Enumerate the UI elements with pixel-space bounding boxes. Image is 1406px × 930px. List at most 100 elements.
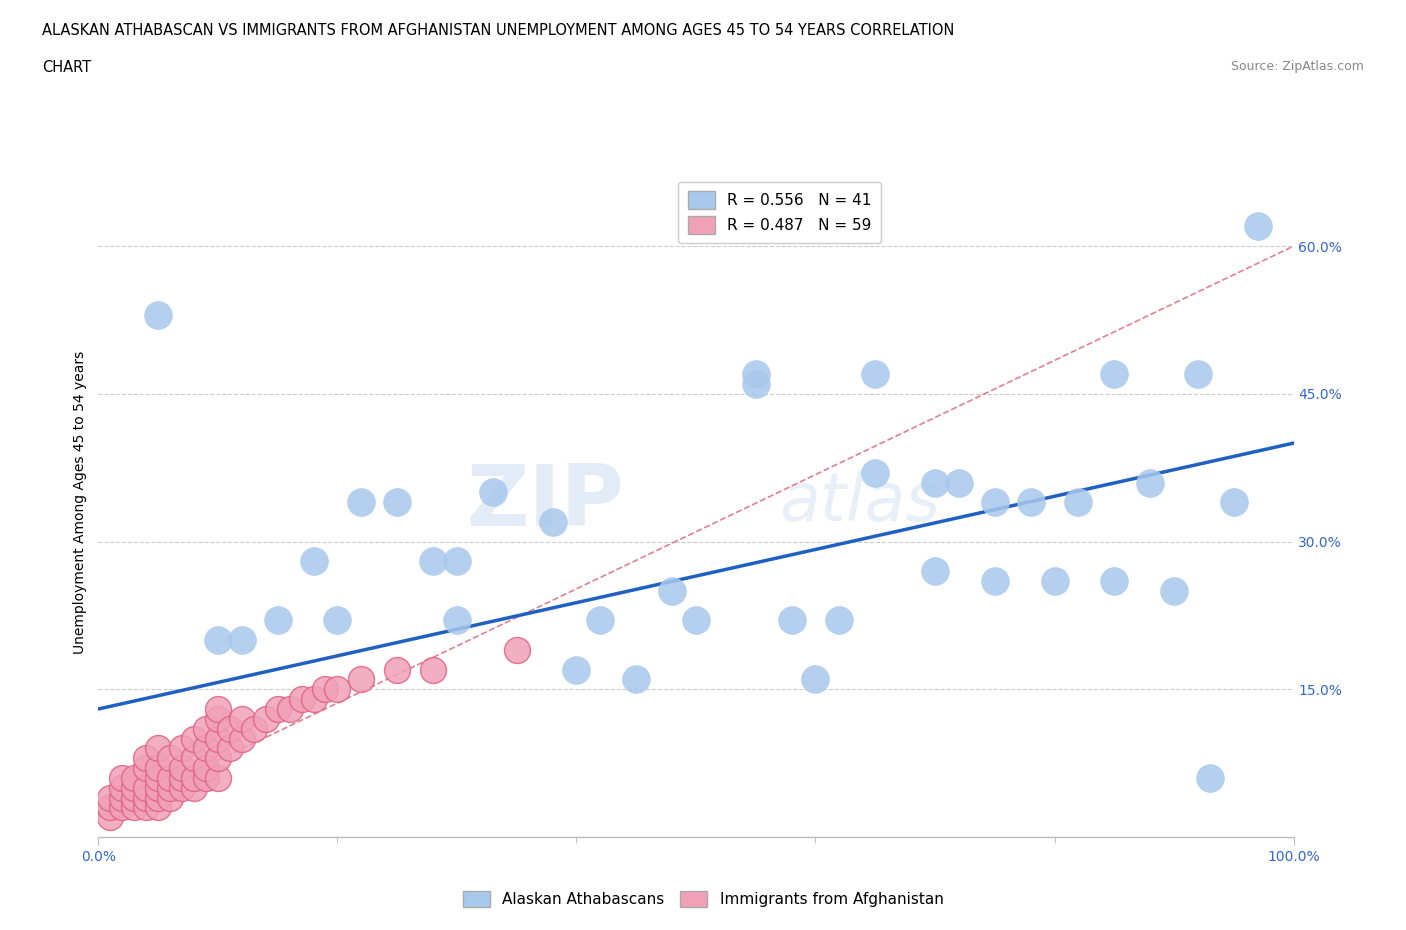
Point — [481, 485, 505, 499]
Text: CHART: CHART — [42, 60, 91, 75]
Text: ZIP: ZIP — [467, 460, 624, 544]
Point — [183, 780, 205, 795]
Point — [1102, 574, 1125, 589]
Point — [159, 790, 181, 805]
Text: ALASKAN ATHABASCAN VS IMMIGRANTS FROM AFGHANISTAN UNEMPLOYMENT AMONG AGES 45 TO : ALASKAN ATHABASCAN VS IMMIGRANTS FROM AF… — [42, 23, 955, 38]
Point — [194, 741, 217, 756]
Point — [231, 632, 253, 647]
Point — [207, 701, 229, 716]
Point — [350, 672, 373, 687]
Point — [565, 662, 588, 677]
Point — [219, 741, 242, 756]
Point — [804, 672, 827, 687]
Point — [924, 564, 946, 578]
Point — [983, 574, 1005, 589]
Point — [1043, 574, 1066, 589]
Point — [780, 613, 803, 628]
Point — [1222, 495, 1246, 510]
Point — [159, 780, 181, 795]
Point — [302, 692, 325, 707]
Point — [385, 662, 409, 677]
Point — [207, 751, 229, 765]
Point — [111, 780, 134, 795]
Point — [98, 810, 122, 825]
Point — [172, 780, 194, 795]
Point — [924, 475, 946, 490]
Point — [135, 780, 157, 795]
Point — [159, 751, 181, 765]
Y-axis label: Unemployment Among Ages 45 to 54 years: Unemployment Among Ages 45 to 54 years — [73, 351, 87, 654]
Point — [231, 731, 253, 746]
Point — [148, 800, 170, 815]
Point — [828, 613, 851, 628]
Point — [863, 465, 886, 480]
Legend: R = 0.556   N = 41, R = 0.487   N = 59: R = 0.556 N = 41, R = 0.487 N = 59 — [679, 181, 880, 243]
Point — [1139, 475, 1161, 490]
Point — [194, 722, 217, 737]
Point — [589, 613, 612, 628]
Point — [148, 780, 170, 795]
Legend: Alaskan Athabascans, Immigrants from Afghanistan: Alaskan Athabascans, Immigrants from Afg… — [457, 884, 949, 913]
Point — [1067, 495, 1090, 510]
Point — [183, 770, 205, 785]
Point — [1187, 366, 1209, 381]
Point — [243, 722, 266, 737]
Point — [685, 613, 707, 628]
Point — [111, 800, 134, 815]
Point — [422, 662, 444, 677]
Point — [422, 554, 444, 569]
Point — [172, 741, 194, 756]
Point — [124, 800, 146, 815]
Point — [385, 495, 409, 510]
Point — [446, 613, 468, 628]
Point — [135, 800, 157, 815]
Point — [624, 672, 647, 687]
Point — [267, 701, 290, 716]
Point — [231, 711, 253, 726]
Point — [207, 731, 229, 746]
Point — [148, 308, 170, 323]
Point — [207, 632, 229, 647]
Point — [98, 800, 122, 815]
Point — [983, 495, 1005, 510]
Point — [506, 643, 529, 658]
Point — [148, 770, 170, 785]
Point — [326, 682, 349, 697]
Point — [1198, 770, 1220, 785]
Point — [661, 583, 683, 598]
Point — [745, 366, 768, 381]
Point — [148, 741, 170, 756]
Point — [135, 761, 157, 776]
Point — [194, 770, 217, 785]
Point — [302, 554, 325, 569]
Point — [98, 790, 122, 805]
Point — [183, 751, 205, 765]
Point — [159, 770, 181, 785]
Point — [315, 682, 337, 697]
Point — [267, 613, 290, 628]
Point — [326, 613, 349, 628]
Point — [745, 377, 768, 392]
Point — [172, 770, 194, 785]
Text: Source: ZipAtlas.com: Source: ZipAtlas.com — [1230, 60, 1364, 73]
Point — [1019, 495, 1042, 510]
Text: atlas: atlas — [779, 470, 941, 535]
Point — [948, 475, 970, 490]
Point — [111, 790, 134, 805]
Point — [541, 514, 564, 529]
Point — [863, 366, 886, 381]
Point — [278, 701, 301, 716]
Point — [172, 761, 194, 776]
Point — [124, 780, 146, 795]
Point — [446, 554, 468, 569]
Point — [1246, 219, 1268, 234]
Point — [254, 711, 277, 726]
Point — [1102, 366, 1125, 381]
Point — [219, 722, 242, 737]
Point — [207, 711, 229, 726]
Point — [111, 770, 134, 785]
Point — [350, 495, 373, 510]
Point — [194, 761, 217, 776]
Point — [124, 790, 146, 805]
Point — [124, 770, 146, 785]
